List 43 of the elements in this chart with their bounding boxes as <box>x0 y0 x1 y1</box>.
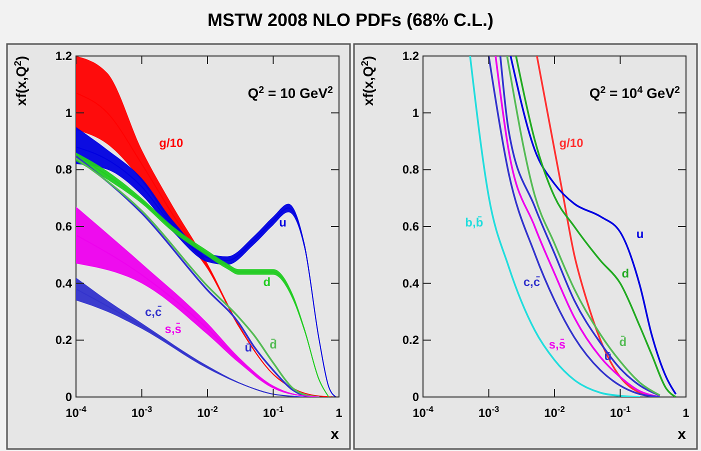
y-tick-label: 0.2 <box>55 333 72 348</box>
x-tick-label: 1 <box>336 406 343 420</box>
y-tick-label: 0.2 <box>402 333 420 348</box>
series-label: s,s̄ <box>164 322 182 336</box>
x-tick-label: 10$^{-1}$ <box>610 404 631 420</box>
y-tick-label: 0.8 <box>402 162 420 177</box>
annotation: Q$^{2}$ = 10 GeV$^{2}$ <box>248 84 334 101</box>
annotation: Q$^{2}$ = 10$^{4}$ GeV$^{2}$ <box>589 84 681 101</box>
x-tick-label: 1 <box>682 406 690 420</box>
series-label: d̄ <box>619 334 627 349</box>
series-label: s,s̄ <box>548 338 566 352</box>
x-tick-label: 10$^{-3}$ <box>131 404 152 420</box>
x-tick-label: 10$^{-2}$ <box>544 404 566 420</box>
y-tick-label: 0.8 <box>55 162 72 177</box>
y-tick-label: 0.4 <box>402 276 420 290</box>
series-label: u <box>279 216 287 230</box>
series-label: d <box>622 266 630 281</box>
y-tick-label: 0 <box>65 390 72 404</box>
series-label: ū <box>244 340 252 355</box>
y-tick-label: 1 <box>412 106 420 120</box>
y-tick-label: 0.6 <box>402 220 420 234</box>
x-tick-label: 10$^{-4}$ <box>66 404 87 420</box>
y-tick-label: 1.2 <box>402 49 420 63</box>
series-label: d̄ <box>270 338 277 352</box>
series-label: g/10 <box>159 136 184 150</box>
series-label: d <box>263 275 271 290</box>
x-tick-label: 10$^{-1}$ <box>262 404 284 420</box>
series-label: u <box>636 226 644 241</box>
x-axis-title: x <box>678 426 687 443</box>
y-tick-label: 1 <box>65 106 72 120</box>
y-tick-label: 0.4 <box>55 276 72 290</box>
chart-title: MSTW 2008 NLO PDFs (68% C.L.) <box>207 10 494 30</box>
y-tick-label: 1.2 <box>55 49 72 63</box>
series-label: c,c̄ <box>144 305 162 320</box>
series-label: g/10 <box>559 136 584 150</box>
x-tick-label: 10$^{-3}$ <box>478 404 500 420</box>
y-tick-label: 0 <box>412 390 420 404</box>
series-label: b,b̄ <box>465 216 484 230</box>
x-axis-title: x <box>330 426 340 443</box>
y-tick-label: 0.6 <box>55 220 72 234</box>
series-label: c,c̄ <box>523 275 540 290</box>
x-tick-label: 10$^{-2}$ <box>197 404 218 420</box>
x-tick-label: 10$^{-4}$ <box>412 404 434 420</box>
